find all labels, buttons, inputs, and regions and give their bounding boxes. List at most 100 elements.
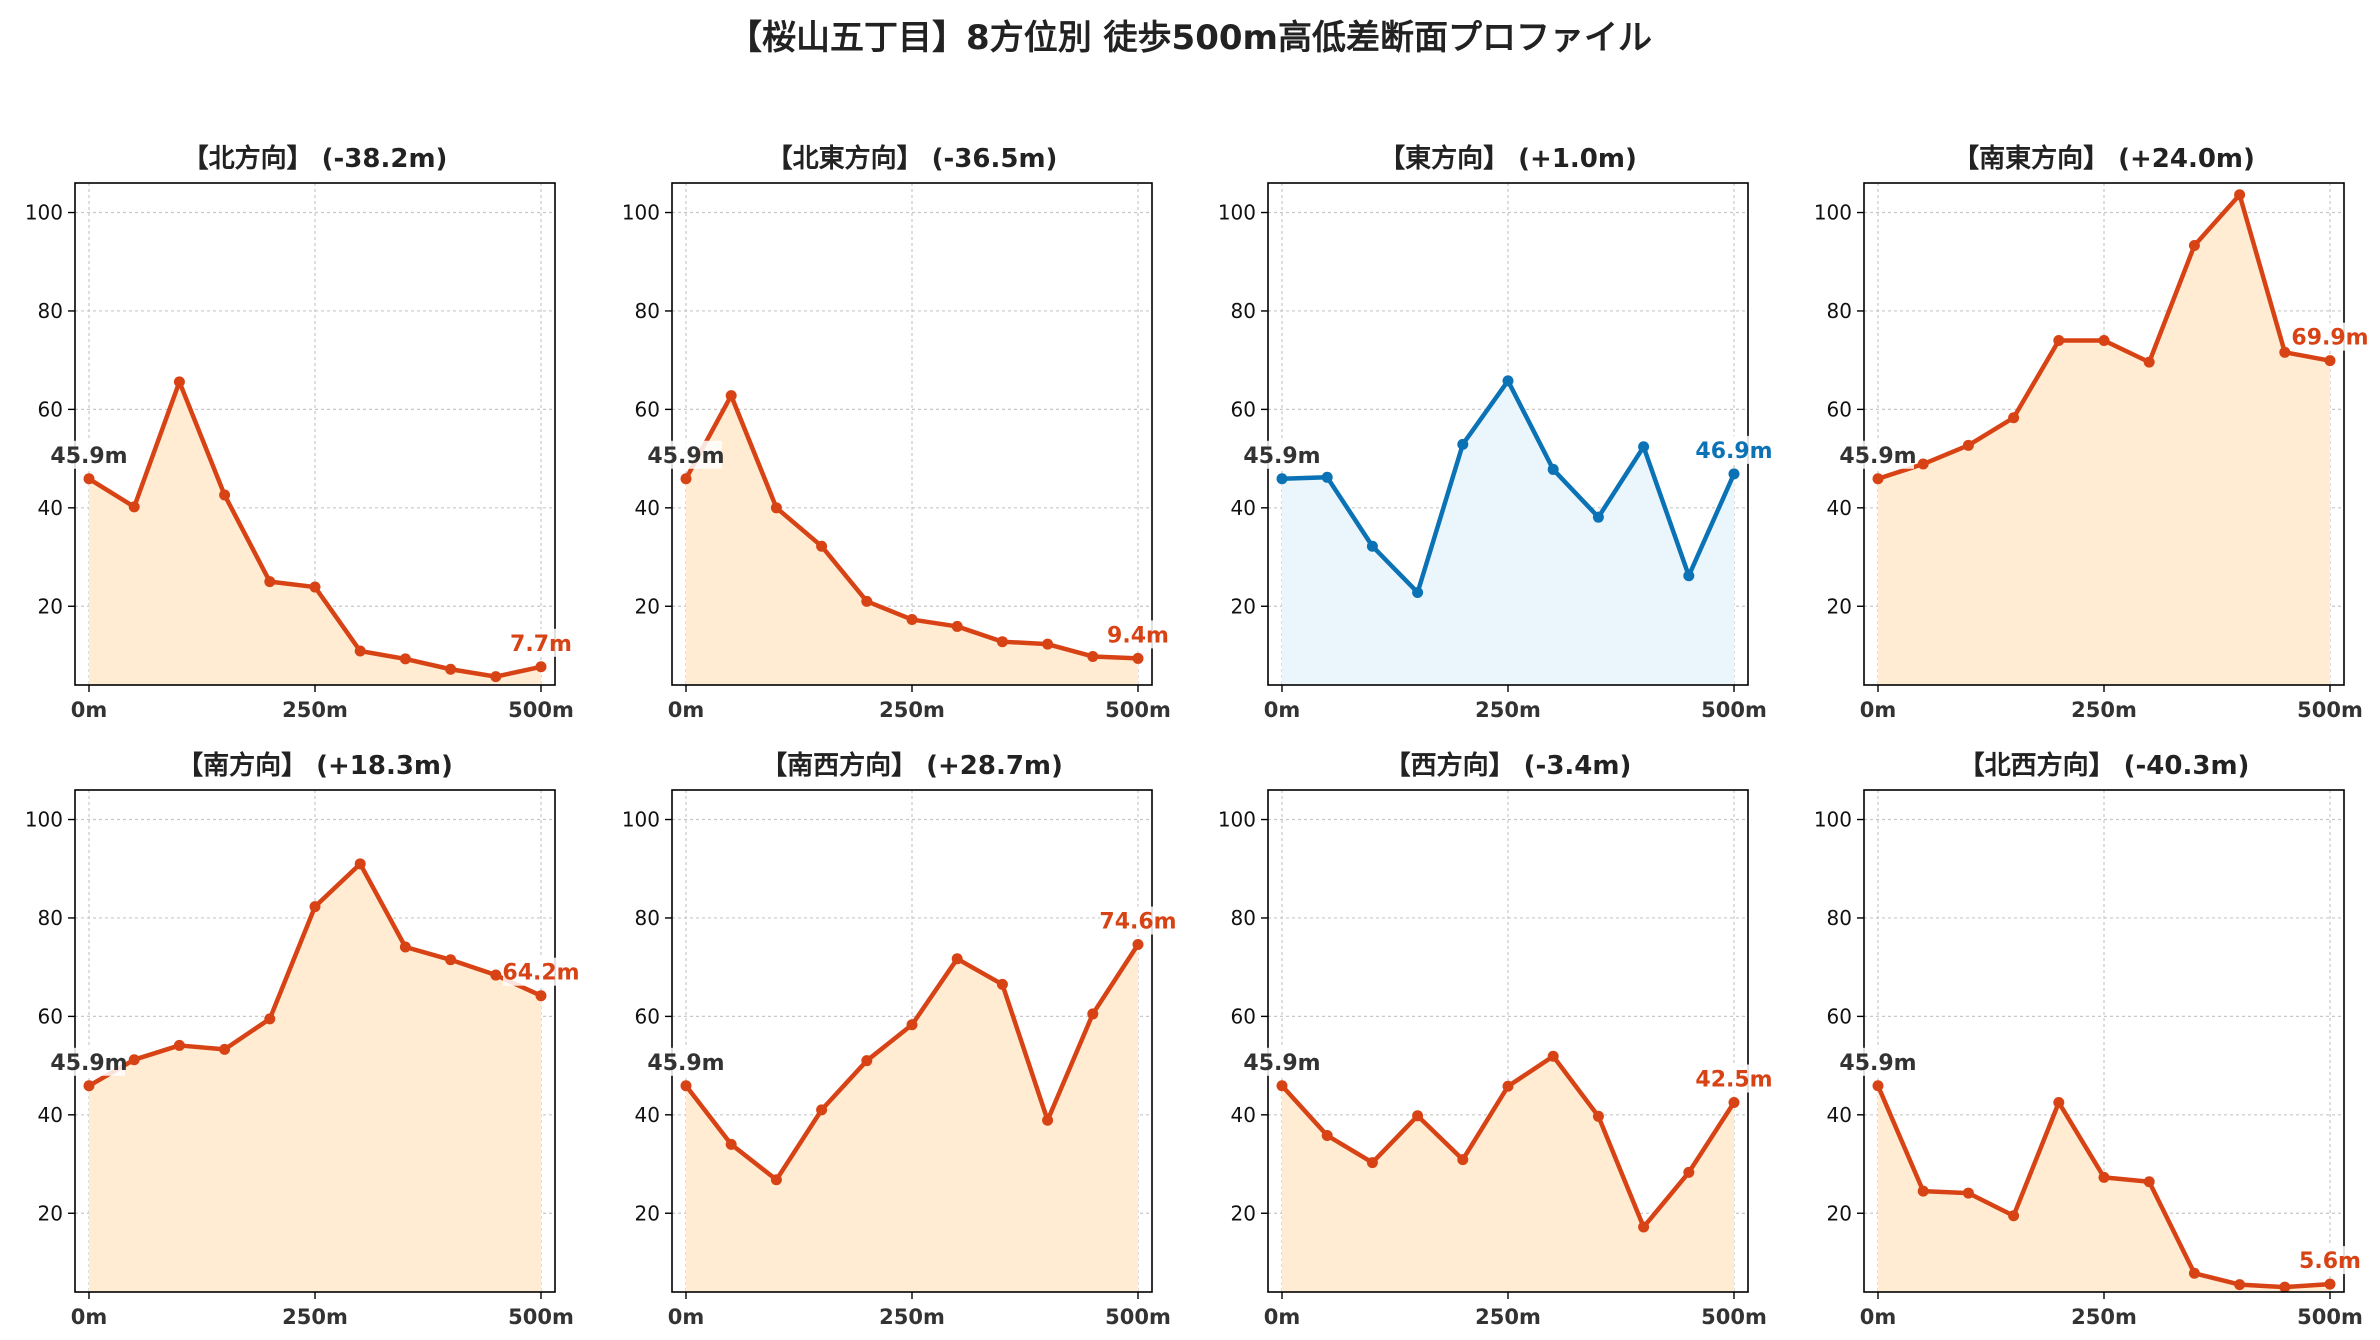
data-point bbox=[1638, 441, 1650, 453]
data-point bbox=[861, 1055, 873, 1067]
start-label: 45.9m bbox=[1839, 1051, 1916, 1076]
x-tick-label: 500m bbox=[1105, 1305, 1171, 1329]
start-label-bg bbox=[1842, 1047, 1914, 1076]
data-point bbox=[445, 663, 457, 675]
data-point bbox=[354, 858, 366, 870]
subplot-title: 【南西方向】 (+28.7m) bbox=[761, 750, 1063, 781]
end-label-bg bbox=[2292, 1246, 2368, 1275]
y-tick-label: 20 bbox=[635, 1201, 660, 1225]
data-point bbox=[445, 954, 457, 966]
end-label: 74.6m bbox=[1099, 910, 1176, 935]
subplot-7: 【西方向】 (-3.4m) 20 40 60 80 100 0m 250m 500m 45.9m 4… bbox=[1218, 750, 1773, 1329]
data-point bbox=[264, 576, 276, 588]
x-tick-label: 0m bbox=[71, 698, 108, 722]
area-fill bbox=[1878, 1085, 2330, 1292]
data-point bbox=[1502, 1080, 1514, 1092]
data-point bbox=[996, 636, 1008, 648]
data-point bbox=[2143, 356, 2155, 368]
data-point bbox=[219, 1043, 231, 1055]
data-point bbox=[1683, 570, 1695, 582]
y-tick-label: 80 bbox=[635, 299, 660, 323]
x-tick-label: 500m bbox=[508, 698, 574, 722]
area-fill bbox=[1282, 380, 1734, 685]
y-tick-label: 60 bbox=[1231, 397, 1256, 421]
end-label-bg bbox=[1696, 1064, 1772, 1093]
y-tick-label: 60 bbox=[635, 397, 660, 421]
y-tick-label: 40 bbox=[38, 1103, 63, 1127]
data-point bbox=[996, 978, 1008, 990]
y-tick-label: 60 bbox=[635, 1004, 660, 1028]
data-point bbox=[2053, 334, 2065, 346]
data-point bbox=[1872, 1080, 1884, 1092]
data-point bbox=[1276, 1080, 1288, 1092]
y-tick-label: 60 bbox=[38, 1004, 63, 1028]
data-point bbox=[816, 540, 828, 552]
data-point bbox=[906, 1019, 918, 1031]
data-point bbox=[535, 661, 547, 673]
subplot-8: 【北西方向】 (-40.3m) 20 40 60 80 100 0m 250m 500m 45.9… bbox=[1814, 750, 2368, 1329]
y-tick-label: 80 bbox=[38, 906, 63, 930]
data-point bbox=[309, 581, 321, 593]
area-fill bbox=[686, 395, 1138, 685]
start-label: 45.9m bbox=[1243, 444, 1320, 469]
y-tick-label: 20 bbox=[1827, 594, 1852, 618]
data-point bbox=[1132, 652, 1144, 664]
y-tick-label: 40 bbox=[1827, 1103, 1852, 1127]
data-point bbox=[2234, 1279, 2246, 1291]
y-tick-label: 40 bbox=[635, 1103, 660, 1127]
y-tick-label: 100 bbox=[622, 201, 660, 225]
data-point bbox=[1728, 1097, 1740, 1109]
y-tick-label: 40 bbox=[38, 496, 63, 520]
data-point bbox=[816, 1104, 828, 1116]
data-point bbox=[83, 1080, 95, 1092]
data-point bbox=[2098, 334, 2110, 346]
data-point bbox=[2324, 1278, 2336, 1290]
area-fill bbox=[686, 944, 1138, 1292]
start-label-bg bbox=[53, 1047, 125, 1076]
data-point bbox=[1457, 438, 1469, 450]
data-point bbox=[83, 473, 95, 485]
x-tick-label: 250m bbox=[879, 1305, 945, 1329]
x-tick-label: 250m bbox=[2071, 698, 2137, 722]
start-label: 45.9m bbox=[647, 1051, 724, 1076]
data-point bbox=[1087, 650, 1099, 662]
x-tick-label: 250m bbox=[282, 698, 348, 722]
data-point bbox=[2188, 240, 2200, 252]
x-tick-label: 250m bbox=[282, 1305, 348, 1329]
x-tick-label: 500m bbox=[2297, 698, 2363, 722]
end-label: 7.7m bbox=[510, 632, 572, 657]
data-point bbox=[1132, 939, 1144, 951]
y-tick-label: 100 bbox=[1218, 808, 1256, 832]
end-label-bg bbox=[1100, 620, 1176, 649]
y-tick-label: 20 bbox=[635, 594, 660, 618]
data-point bbox=[490, 671, 502, 683]
subplot-1: 【北方向】 (-38.2m) 20 40 60 80 100 0m 250m 500m 45.9m… bbox=[25, 143, 579, 722]
data-point bbox=[2324, 355, 2336, 367]
subplot-6: 【南西方向】 (+28.7m) 20 40 60 80 100 0m 250m 500m 45.9… bbox=[622, 750, 1177, 1329]
data-point bbox=[2279, 1281, 2291, 1293]
start-label: 45.9m bbox=[50, 1051, 127, 1076]
end-label: 46.9m bbox=[1695, 439, 1772, 464]
y-tick-label: 80 bbox=[1231, 906, 1256, 930]
start-label-bg bbox=[53, 440, 125, 469]
data-point bbox=[951, 953, 963, 965]
data-point bbox=[354, 645, 366, 657]
x-tick-label: 0m bbox=[1264, 698, 1301, 722]
start-label: 45.9m bbox=[1839, 444, 1916, 469]
data-point bbox=[1917, 1185, 1929, 1197]
x-tick-label: 250m bbox=[1475, 1305, 1541, 1329]
start-label-bg bbox=[650, 1047, 722, 1076]
x-tick-label: 500m bbox=[2297, 1305, 2363, 1329]
x-tick-label: 500m bbox=[1701, 698, 1767, 722]
data-point bbox=[2053, 1097, 2065, 1109]
data-point bbox=[1042, 1114, 1054, 1126]
data-point bbox=[2279, 346, 2291, 358]
data-point bbox=[2008, 412, 2020, 424]
start-label-bg bbox=[1842, 440, 1914, 469]
data-point bbox=[1917, 458, 1929, 470]
y-tick-label: 60 bbox=[1231, 1004, 1256, 1028]
figure-title: 【桜山五丁目】8方位別 徒歩500m高低差断面プロファイル bbox=[728, 18, 1652, 58]
y-tick-label: 20 bbox=[1231, 1201, 1256, 1225]
data-point bbox=[1502, 375, 1514, 387]
